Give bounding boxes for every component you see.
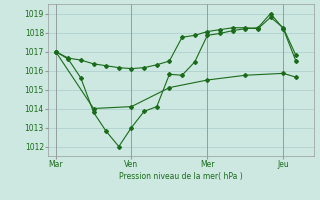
X-axis label: Pression niveau de la mer( hPa ): Pression niveau de la mer( hPa ) (119, 172, 243, 181)
